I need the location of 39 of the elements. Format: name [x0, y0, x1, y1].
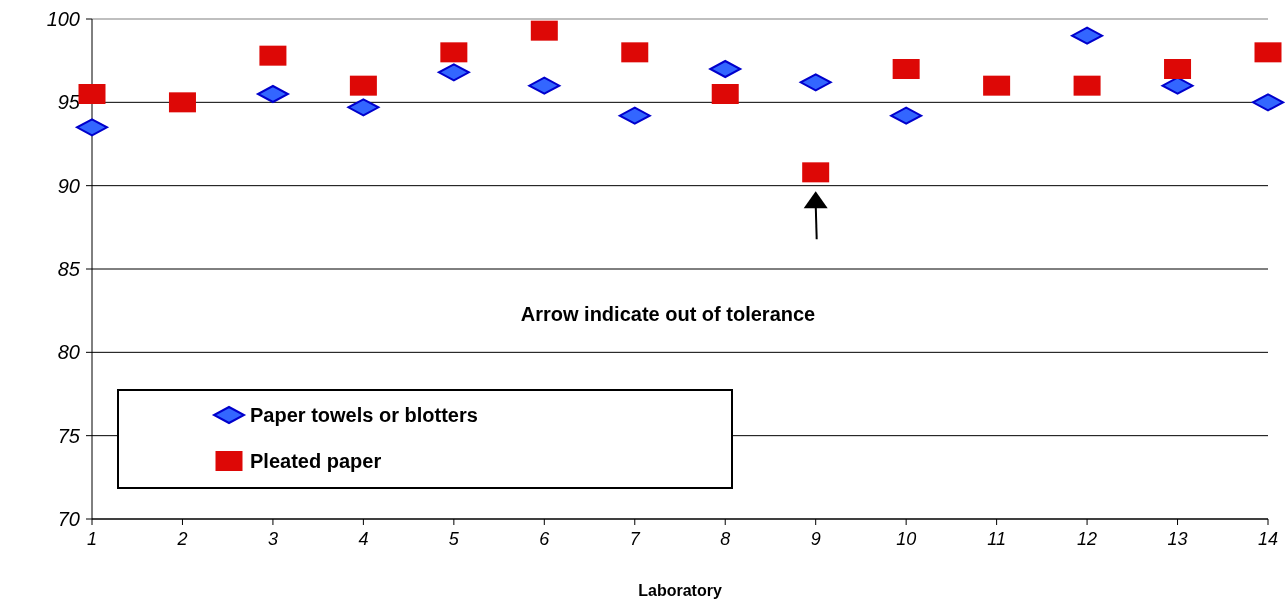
- y-tick-label: 70: [57, 508, 80, 530]
- point: [983, 75, 1011, 96]
- x-tick-label: 14: [1257, 529, 1279, 549]
- x-tick-label: 11: [987, 529, 1006, 549]
- point: [440, 42, 468, 63]
- annotation: Arrow indicate out of tolerance: [520, 303, 816, 325]
- x-tick-label: 10: [896, 529, 917, 549]
- point: [1164, 59, 1192, 79]
- point: [711, 84, 739, 104]
- x-tick-label: 9: [810, 529, 821, 549]
- y-tick-label: 90: [57, 174, 80, 197]
- point: [621, 42, 649, 63]
- y-tick-label: 95: [57, 91, 81, 114]
- point: [892, 59, 920, 79]
- point: [259, 45, 287, 66]
- point: [530, 20, 558, 41]
- x-tick-label: 7: [629, 529, 641, 549]
- legend-label: Pleated paper: [250, 450, 382, 472]
- x-tick-label: 12: [1077, 529, 1098, 549]
- point: [1073, 75, 1101, 96]
- x-tick-label: 8: [720, 529, 731, 549]
- x-tick-label: 3: [267, 529, 278, 549]
- x-tick-label: 4: [358, 529, 369, 549]
- y-tick-label: 80: [57, 341, 80, 364]
- point: [802, 162, 830, 183]
- point: [78, 84, 106, 104]
- x-tick-label: 13: [1167, 529, 1188, 549]
- x-axis-title: Laboratory: [638, 582, 722, 599]
- x-tick-label: 5: [448, 529, 460, 549]
- y-tick-label: 100: [46, 8, 80, 30]
- x-tick-label: 1: [86, 529, 98, 549]
- x-tick-label: 6: [539, 529, 551, 549]
- point: [349, 75, 377, 96]
- x-tick-label: 2: [176, 529, 188, 549]
- legend-label: Paper towels or blotters: [250, 404, 478, 426]
- point: [168, 92, 196, 113]
- y-tick-label: 75: [57, 424, 81, 447]
- y-tick-label: 85: [57, 258, 81, 280]
- point: [1254, 42, 1282, 63]
